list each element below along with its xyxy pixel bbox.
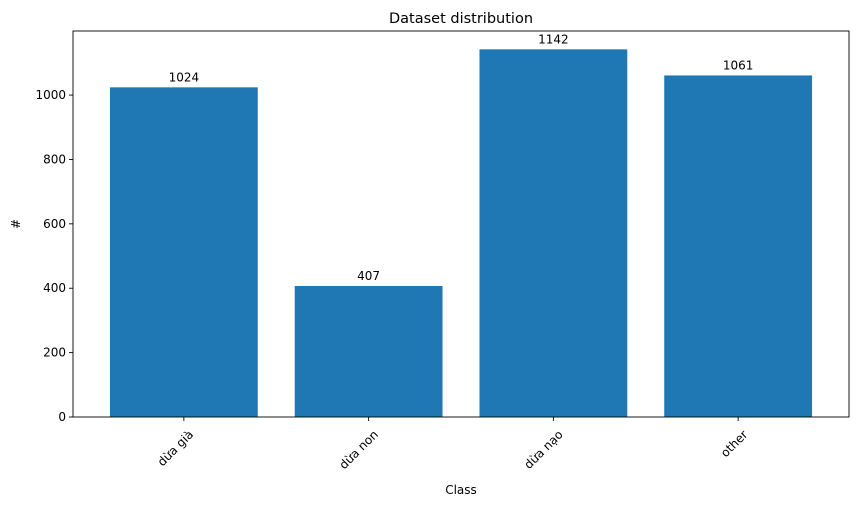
bar [109, 87, 258, 417]
y-tick-label: 1000 [35, 88, 66, 102]
y-tick-label: 600 [43, 217, 66, 231]
bar-value-label: 1024 [169, 70, 200, 84]
y-axis-label: # [9, 219, 23, 229]
y-axis: 0 200 400 600 800 1000 [35, 88, 73, 424]
plot-frame [72, 30, 850, 418]
bar-value-label: 407 [357, 269, 380, 283]
bar-value-label: 1061 [723, 58, 754, 72]
y-tick-label: 0 [58, 410, 66, 424]
bar [294, 285, 443, 417]
x-axis: dừa già dừa non dừa nạo other [155, 417, 751, 472]
chart-title: Dataset distribution [389, 11, 533, 27]
bar-value-label: 1142 [538, 32, 569, 46]
bar [664, 75, 813, 418]
y-tick-label: 400 [43, 281, 66, 295]
x-tick-label: other [718, 427, 751, 460]
bar [479, 49, 628, 417]
x-axis-label: Class [445, 483, 477, 497]
y-tick-label: 200 [43, 346, 66, 360]
x-tick-label: dừa nạo [521, 427, 565, 471]
data-labels-group: 1024 407 1142 1061 [169, 32, 754, 283]
bars-group [109, 49, 813, 418]
x-tick-label: dừa non [336, 427, 381, 472]
x-tick-label: dừa già [155, 427, 197, 469]
y-tick-label: 800 [43, 152, 66, 166]
